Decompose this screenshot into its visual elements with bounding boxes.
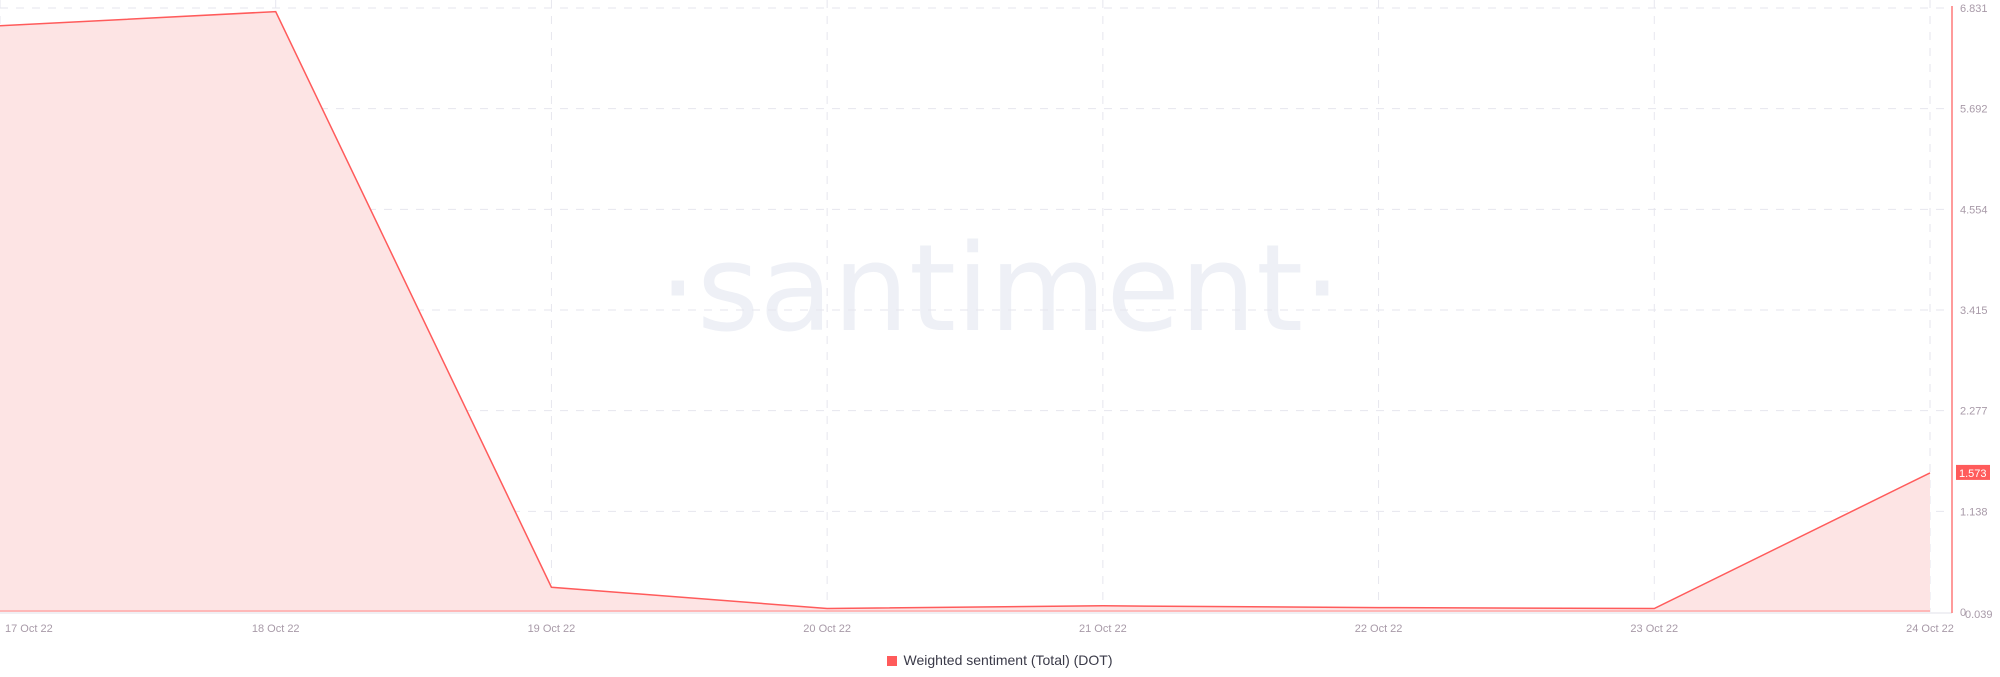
y-tick-label: 3.415 <box>1960 305 1988 317</box>
x-tick-label: 18 Oct 22 <box>252 623 300 635</box>
series-area <box>0 11 1930 612</box>
y-min-label: 0.039 <box>1965 609 1993 621</box>
x-tick-label: 22 Oct 22 <box>1355 623 1403 635</box>
x-tick-label: 20 Oct 22 <box>803 623 851 635</box>
x-tick-label: 23 Oct 22 <box>1630 623 1678 635</box>
legend-label: Weighted sentiment (Total) (DOT) <box>903 652 1113 668</box>
legend-swatch <box>887 656 898 666</box>
y-tick-label: 0 <box>1960 607 1966 619</box>
current-value-label: 1.573 <box>1959 468 1987 480</box>
watermark: ·santiment· <box>659 220 1342 359</box>
series-line <box>0 10 1931 610</box>
y-tick-label: 4.554 <box>1960 204 1988 216</box>
y-tick-label: 6.831 <box>1960 3 1988 15</box>
y-tick-label: 5.692 <box>1960 104 1988 116</box>
y-tick-label: 2.277 <box>1960 406 1988 418</box>
x-tick-label: 21 Oct 22 <box>1079 623 1127 635</box>
current-value-badge <box>1956 464 1990 480</box>
x-tick-label: 24 Oct 22 <box>1906 623 1954 635</box>
x-tick-label: 17 Oct 22 <box>5 623 53 635</box>
x-tick-label: 19 Oct 22 <box>528 623 576 635</box>
legend[interactable]: Weighted sentiment (Total) (DOT) <box>0 652 2000 668</box>
y-tick-label: 1.138 <box>1960 506 1988 518</box>
